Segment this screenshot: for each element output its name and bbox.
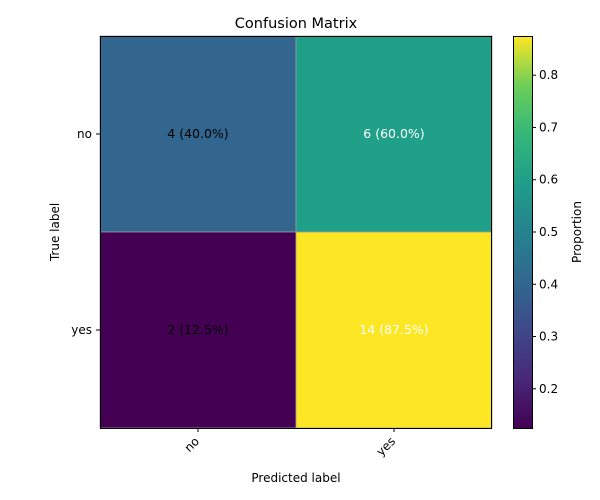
cell-label: 4 (40.0%) — [167, 126, 228, 141]
x-tick-label: no — [182, 434, 202, 454]
cell-label: 2 (12.5%) — [167, 322, 228, 337]
colorbar-tick-label: 0.8 — [539, 68, 558, 82]
colorbar-tick-label: 0.5 — [539, 225, 558, 239]
heatmap-cells — [99, 35, 493, 429]
chart-title: Confusion Matrix — [235, 16, 358, 32]
heatmap-cell — [295, 35, 493, 233]
heatmap-cell-labels: 4 (40.0%) 6 (60.0%) 2 (12.5%) 14 (87.5%) — [167, 126, 428, 337]
y-axis: no yes — [71, 127, 100, 337]
heatmap-cell — [99, 231, 297, 429]
colorbar-label: Proportion — [570, 201, 584, 263]
heatmap-cell — [295, 231, 493, 429]
cell-label: 14 (87.5%) — [359, 322, 428, 337]
y-tick-label: no — [77, 127, 92, 141]
cell-label: 6 (60.0%) — [363, 126, 424, 141]
colorbar-tick-label: 0.7 — [539, 120, 558, 134]
x-tick-label: yes — [374, 434, 399, 459]
y-axis-label: True label — [48, 203, 62, 262]
colorbar-tick-label: 0.3 — [539, 330, 558, 344]
x-axis: no yes — [182, 428, 398, 459]
colorbar-gradient — [513, 36, 532, 428]
colorbar-tick-label: 0.2 — [539, 382, 558, 396]
colorbar-tick-label: 0.6 — [539, 173, 558, 187]
colorbar-tick-label: 0.4 — [539, 277, 558, 291]
heatmap-cell — [99, 35, 297, 233]
y-tick-label: yes — [71, 323, 92, 337]
plot-frame — [100, 36, 492, 429]
x-axis-label: Predicted label — [251, 471, 340, 485]
colorbar-ticks: 0.2 0.3 0.4 0.5 0.6 0.7 0.8 — [532, 68, 558, 396]
